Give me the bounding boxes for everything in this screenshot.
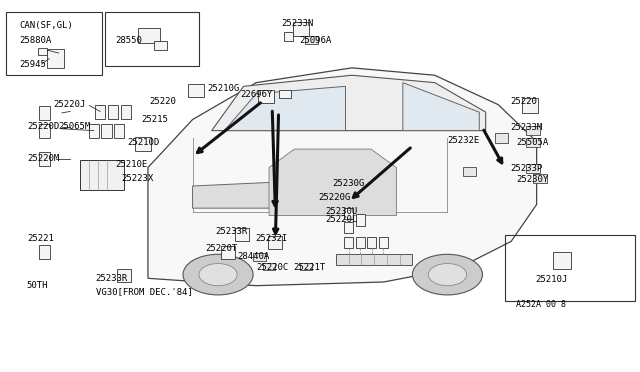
Bar xyxy=(505,235,636,301)
Text: 25233R: 25233R xyxy=(96,274,128,283)
Text: 22696Y: 22696Y xyxy=(241,90,273,99)
Text: 25232E: 25232E xyxy=(447,137,480,145)
Bar xyxy=(39,124,51,138)
Text: 25233N: 25233N xyxy=(282,19,314,28)
Bar xyxy=(279,90,291,99)
Text: 25220C: 25220C xyxy=(256,263,289,272)
Text: 25220M: 25220M xyxy=(27,154,59,163)
Bar xyxy=(47,49,65,68)
Bar xyxy=(39,246,51,260)
Text: CAN(SF,GL): CAN(SF,GL) xyxy=(19,21,73,30)
Bar xyxy=(135,137,151,151)
Text: 28550: 28550 xyxy=(115,36,141,45)
Polygon shape xyxy=(212,75,486,131)
Text: 25230U: 25230U xyxy=(325,207,357,217)
Text: 25505A: 25505A xyxy=(516,138,548,147)
Text: 25230Y: 25230Y xyxy=(516,175,548,184)
Bar xyxy=(39,106,51,120)
Text: 25210G: 25210G xyxy=(207,84,239,93)
Bar xyxy=(527,126,540,135)
Text: 25220G: 25220G xyxy=(319,193,351,202)
Bar xyxy=(188,84,204,97)
Circle shape xyxy=(428,263,467,286)
Bar xyxy=(268,235,282,248)
Bar xyxy=(336,254,412,265)
Text: 25210J: 25210J xyxy=(536,275,568,283)
Bar xyxy=(101,124,111,138)
Text: VG30[FROM DEC.'84]: VG30[FROM DEC.'84] xyxy=(96,287,193,296)
Text: 25221T: 25221T xyxy=(293,263,326,272)
Bar xyxy=(95,105,105,119)
Bar xyxy=(356,237,365,248)
Bar xyxy=(553,252,571,269)
Text: 25220T: 25220T xyxy=(205,244,237,253)
Text: A252A 00 8: A252A 00 8 xyxy=(516,300,566,310)
Text: 25096A: 25096A xyxy=(300,36,332,45)
Bar xyxy=(344,208,353,219)
Text: 25223X: 25223X xyxy=(121,174,154,183)
Text: 25210D: 25210D xyxy=(127,138,160,147)
Bar xyxy=(120,105,131,119)
Bar xyxy=(533,174,547,183)
Circle shape xyxy=(412,254,483,295)
Bar xyxy=(262,263,275,270)
Text: 25220D: 25220D xyxy=(27,122,59,131)
Text: 28440A: 28440A xyxy=(237,252,269,262)
Polygon shape xyxy=(403,83,479,131)
Circle shape xyxy=(199,263,237,286)
Bar xyxy=(305,36,318,44)
Bar xyxy=(38,48,47,55)
Bar xyxy=(527,138,540,147)
Text: 25233M: 25233M xyxy=(510,123,542,132)
Polygon shape xyxy=(225,86,346,131)
Bar xyxy=(284,32,292,41)
Polygon shape xyxy=(193,179,352,208)
Bar xyxy=(300,263,312,270)
Text: 25220J: 25220J xyxy=(54,100,86,109)
Bar xyxy=(344,237,353,248)
Text: 25210E: 25210E xyxy=(115,160,147,169)
Polygon shape xyxy=(269,149,396,215)
Polygon shape xyxy=(148,68,537,286)
Text: 25945: 25945 xyxy=(19,60,46,70)
Bar xyxy=(81,160,124,190)
Text: 25230G: 25230G xyxy=(333,179,365,187)
Bar xyxy=(114,124,124,138)
Bar xyxy=(293,22,309,36)
Bar xyxy=(6,13,102,75)
Text: 25065M: 25065M xyxy=(59,122,91,131)
Bar xyxy=(258,90,274,103)
Text: 25233P: 25233P xyxy=(510,164,542,173)
Bar xyxy=(344,222,353,233)
Text: 25232I: 25232I xyxy=(255,234,287,243)
Bar xyxy=(527,164,540,173)
Bar xyxy=(108,105,118,119)
Text: 25220: 25220 xyxy=(510,97,537,106)
Bar xyxy=(379,237,388,248)
Bar xyxy=(463,167,476,176)
Bar xyxy=(39,153,51,166)
Bar xyxy=(253,253,266,260)
Bar xyxy=(154,41,167,50)
Bar xyxy=(221,246,235,259)
Text: 50TH: 50TH xyxy=(27,281,49,290)
Text: 25215: 25215 xyxy=(141,115,168,124)
Text: 25220L: 25220L xyxy=(325,215,357,224)
Text: 25233R: 25233R xyxy=(216,227,248,235)
Text: 25220: 25220 xyxy=(149,97,176,106)
Bar xyxy=(138,28,161,43)
Bar xyxy=(356,214,365,225)
Bar xyxy=(104,13,199,66)
Bar xyxy=(236,228,249,241)
Text: 25221: 25221 xyxy=(27,234,54,243)
Bar xyxy=(89,124,99,138)
Bar xyxy=(522,98,538,113)
Circle shape xyxy=(183,254,253,295)
Bar xyxy=(495,134,508,142)
Text: 25880A: 25880A xyxy=(19,36,51,45)
Bar xyxy=(116,269,131,282)
Bar xyxy=(367,237,376,248)
